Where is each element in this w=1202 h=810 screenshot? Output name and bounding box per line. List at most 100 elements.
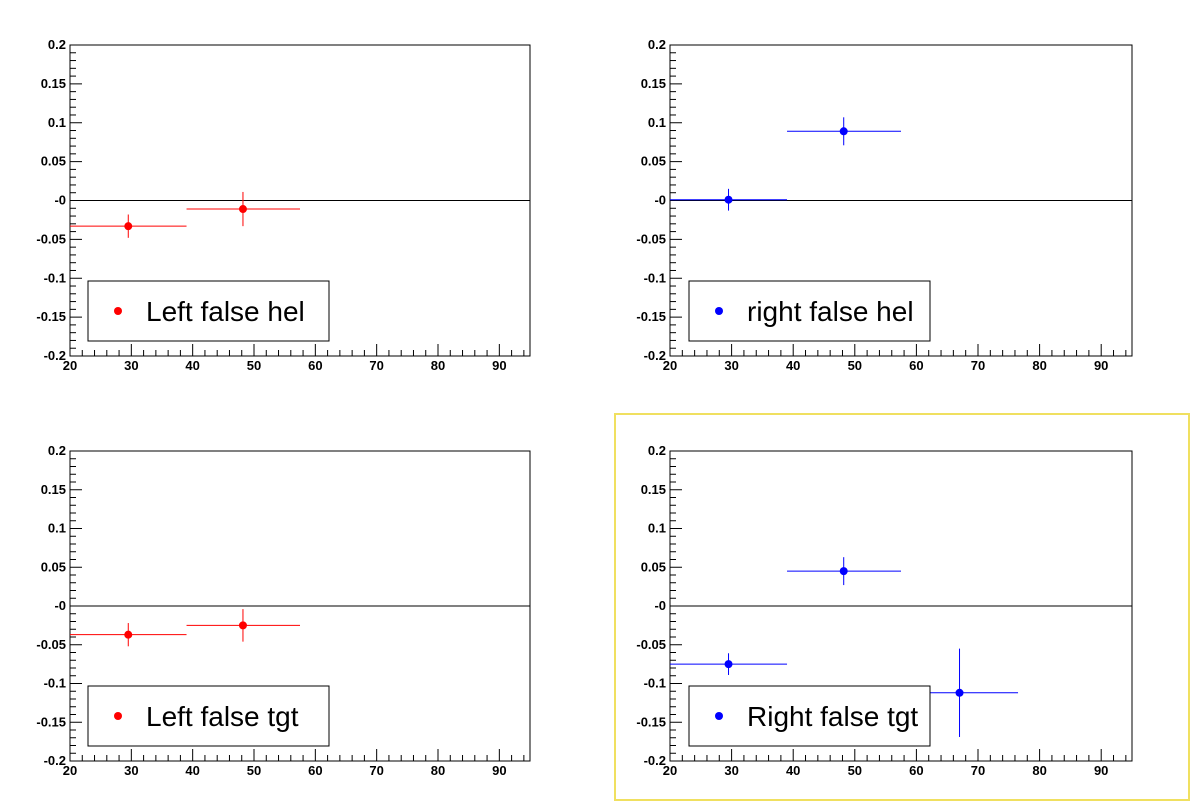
data-point <box>670 653 788 675</box>
x-tick-label: 70 <box>369 763 383 778</box>
x-tick-label: 30 <box>724 763 738 778</box>
data-marker <box>724 195 733 204</box>
data-point <box>670 188 788 211</box>
legend-marker <box>114 712 122 720</box>
legend-marker <box>114 307 122 315</box>
x-tick-label: 40 <box>185 763 199 778</box>
y-tick-label: -0 <box>654 598 666 613</box>
y-tick-label: -0.1 <box>644 270 666 285</box>
x-tick-label: 20 <box>63 358 77 373</box>
y-tick-label: 0.2 <box>48 37 66 52</box>
y-tick-label: 0.15 <box>41 482 66 497</box>
x-tick-label: 40 <box>185 358 199 373</box>
y-tick-label: 0.05 <box>41 154 66 169</box>
x-tick-label: 70 <box>369 358 383 373</box>
x-tick-label: 50 <box>247 358 261 373</box>
data-point <box>70 623 187 647</box>
x-tick-label: 60 <box>308 763 322 778</box>
x-tick-label: 80 <box>1032 763 1046 778</box>
x-tick-label: 30 <box>724 358 738 373</box>
legend-box <box>688 280 931 342</box>
legend-marker <box>715 307 723 315</box>
y-tick-label: -0 <box>54 193 66 208</box>
legend: Right false tgt <box>688 685 931 747</box>
chart-panel-3: -0.2 -0.15 -0.1 -0.05 -0 0.05 0.1 0.15 0.2 20 30 40… <box>36 443 531 778</box>
chart-panel-4: -0.2 -0.15 -0.1 -0.05 -0 0.05 0.1 0.15 0.2 20 30 40… <box>614 413 1190 801</box>
data-marker <box>124 222 133 231</box>
y-tick-label: -0 <box>54 598 66 613</box>
data-marker <box>238 621 247 630</box>
x-tick-label: 60 <box>308 358 322 373</box>
x-tick-label: 90 <box>1094 358 1108 373</box>
data-point <box>186 609 300 642</box>
x-tick-label: 20 <box>663 763 677 778</box>
y-tick-label: 0.15 <box>641 482 666 497</box>
y-tick-label: -0.2 <box>44 753 66 768</box>
x-tick-label: 90 <box>1094 763 1108 778</box>
data-point <box>186 191 300 227</box>
y-tick-label: 0.2 <box>648 37 666 52</box>
y-tick-label: -0.15 <box>36 714 66 729</box>
x-tick-label: 80 <box>431 358 445 373</box>
x-tick-label: 30 <box>124 358 138 373</box>
legend-box <box>87 685 330 747</box>
data-marker <box>124 630 133 639</box>
x-tick-label: 50 <box>247 763 261 778</box>
data-point <box>787 117 901 146</box>
x-tick-label: 20 <box>63 763 77 778</box>
y-tick-label: -0.2 <box>44 348 66 363</box>
data-marker <box>839 567 848 576</box>
y-tick-label: -0.1 <box>644 676 666 691</box>
data-point <box>787 557 901 586</box>
chart-panel-1: -0.2 -0.15 -0.1 -0.05 -0 0.05 0.1 0.15 0.2 20 30 40… <box>36 37 531 373</box>
y-tick-label: -0.2 <box>644 348 666 363</box>
x-tick-label: 70 <box>971 358 985 373</box>
legend: Left false tgt <box>87 685 330 747</box>
y-tick-label: -0.15 <box>636 309 666 324</box>
y-tick-label: -0.15 <box>36 309 66 324</box>
y-tick-label: 0.1 <box>648 115 666 130</box>
y-tick-label: 0.1 <box>48 521 66 536</box>
x-tick-label: 20 <box>663 358 677 373</box>
y-tick-label: -0.2 <box>644 753 666 768</box>
x-tick-label: 30 <box>124 763 138 778</box>
active-pad-border <box>614 413 1190 801</box>
y-tick-label: 0.1 <box>48 115 66 130</box>
legend-marker <box>715 712 723 720</box>
x-tick-label: 50 <box>848 763 862 778</box>
legend-label: Left false hel <box>146 296 305 327</box>
y-tick-label: -0.05 <box>36 637 66 652</box>
y-tick-label: -0 <box>654 193 666 208</box>
y-tick-label: 0.2 <box>648 443 666 458</box>
data-marker <box>724 660 733 669</box>
x-tick-label: 90 <box>492 763 506 778</box>
x-tick-label: 50 <box>848 358 862 373</box>
legend: right false hel <box>688 280 931 342</box>
legend: Left false hel <box>87 280 330 342</box>
x-tick-label: 80 <box>431 763 445 778</box>
y-tick-label: -0.05 <box>36 231 66 246</box>
x-tick-label: 60 <box>909 358 923 373</box>
y-tick-label: -0.15 <box>636 714 666 729</box>
y-tick-label: -0.1 <box>44 270 66 285</box>
x-tick-label: 40 <box>786 358 800 373</box>
x-tick-label: 70 <box>971 763 985 778</box>
legend-box <box>87 280 330 342</box>
y-tick-label: 0.15 <box>641 76 666 91</box>
x-tick-label: 60 <box>909 763 923 778</box>
y-tick-label: 0.05 <box>41 559 66 574</box>
y-tick-label: -0.05 <box>636 231 666 246</box>
legend-label: Left false tgt <box>146 701 299 732</box>
legend-label: Right false tgt <box>747 701 918 732</box>
y-tick-label: 0.2 <box>48 443 66 458</box>
chart-panel-2: -0.2 -0.15 -0.1 -0.05 -0 0.05 0.1 0.15 0.2 20 30 40… <box>636 37 1133 373</box>
data-point <box>70 214 187 238</box>
y-tick-label: -0.1 <box>44 676 66 691</box>
data-marker <box>955 688 964 697</box>
x-tick-label: 80 <box>1032 358 1046 373</box>
y-tick-label: 0.15 <box>41 76 66 91</box>
data-marker <box>839 127 848 136</box>
y-tick-label: -0.05 <box>636 637 666 652</box>
data-marker <box>238 205 247 214</box>
